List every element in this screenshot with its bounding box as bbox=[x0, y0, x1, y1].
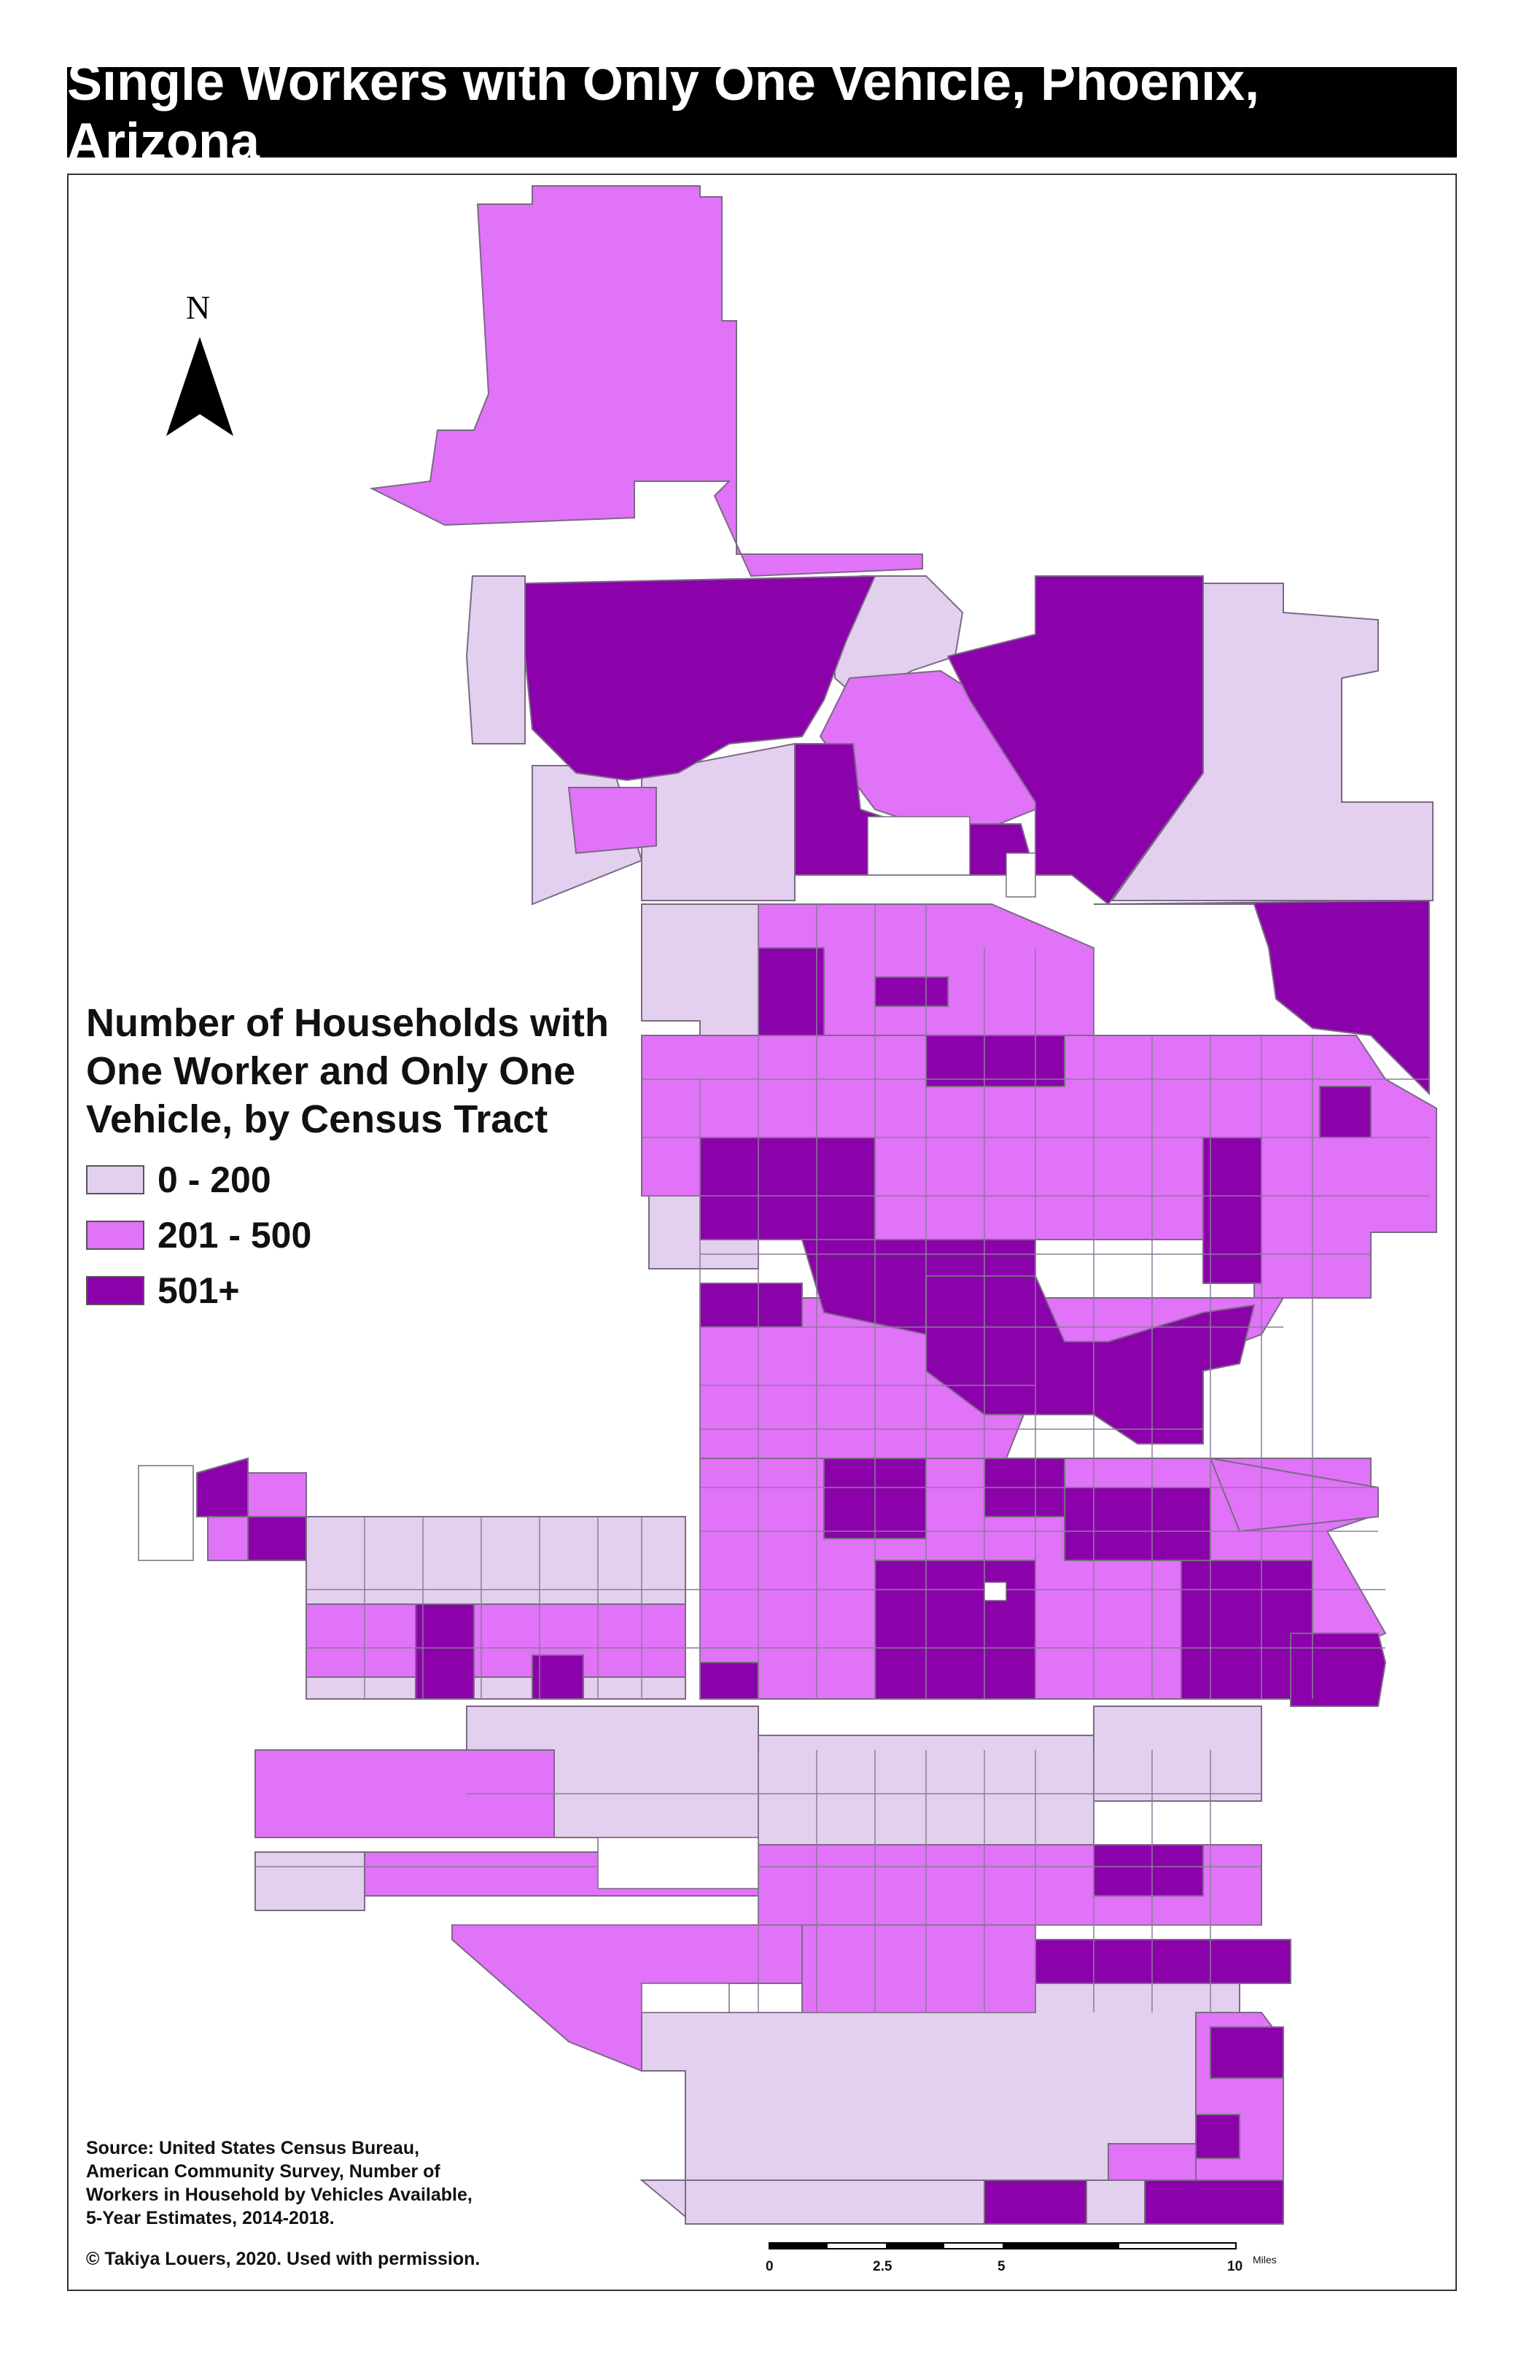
tract-dark-band bbox=[699, 1283, 803, 1328]
tract-far-north bbox=[369, 185, 923, 578]
tract-south-strip bbox=[1078, 2179, 1153, 2225]
tract-central-west bbox=[641, 742, 796, 901]
tract-dark-west-2 bbox=[247, 1516, 307, 1561]
north-arrow-label: N bbox=[186, 289, 211, 326]
scale-bar: 0 2.5 5 10 Miles bbox=[766, 2242, 1277, 2274]
tract-dark-west-1 bbox=[196, 1457, 249, 1517]
tract-dark-central-1 bbox=[758, 947, 825, 1036]
scale-tick-0: 0 bbox=[766, 2259, 774, 2274]
map-frame bbox=[67, 174, 1457, 2291]
tract-dark-east-mid bbox=[925, 1275, 1256, 1444]
legend: Number of Households with One Worker and… bbox=[86, 999, 655, 1318]
tract-west-lower bbox=[306, 1603, 686, 1678]
tract-dark-east-box bbox=[1319, 1086, 1372, 1138]
tract-sw-medium bbox=[254, 1749, 555, 1838]
tract-north-west-medium bbox=[567, 787, 657, 855]
tract-east-arm bbox=[1209, 1457, 1379, 1533]
scale-tick-10: 10 bbox=[1227, 2259, 1242, 2274]
scale-unit: Miles bbox=[1253, 2254, 1277, 2266]
tract-west-arm-light bbox=[254, 1851, 365, 1911]
legend-swatch-high bbox=[86, 1276, 144, 1305]
legend-title-line-1: Number of Households with bbox=[86, 1001, 610, 1045]
tract-dark-central-4 bbox=[699, 1137, 876, 1240]
tract-dark-mid-4 bbox=[874, 1560, 1036, 1700]
scale-bar-fill-2 bbox=[886, 2243, 944, 2249]
source-line-3: Workers in Household by Vehicles Availab… bbox=[86, 2185, 472, 2205]
tract-dark-central-2 bbox=[874, 976, 949, 1007]
tract-dark-northeast bbox=[1093, 899, 1430, 1096]
hole-south-1 bbox=[597, 1837, 759, 1889]
source-line-2: American Community Survey, Number of bbox=[86, 2161, 440, 2182]
legend-title-line-3: Vehicle, by Census Tract bbox=[86, 1097, 548, 1141]
hole-north-1 bbox=[867, 816, 971, 876]
legend-item-high: 501+ bbox=[86, 1263, 655, 1318]
unincorporated-holes bbox=[138, 816, 1036, 2013]
tract-dark-east-tip bbox=[1290, 1633, 1387, 1707]
hole-mid-1 bbox=[984, 1582, 1007, 1601]
legend-label-medium: 201 - 500 bbox=[158, 1215, 312, 1256]
hole-west-1 bbox=[138, 1465, 194, 1561]
tract-dark-bottom-1 bbox=[984, 2179, 1087, 2225]
hole-north-2 bbox=[1006, 852, 1036, 898]
legend-label-low: 0 - 200 bbox=[158, 1159, 271, 1200]
tract-layer-dark bbox=[196, 575, 1430, 2225]
legend-label-high: 501+ bbox=[158, 1270, 240, 1311]
tract-north-dark-west bbox=[524, 575, 876, 782]
source-line-1: Source: United States Census Bureau, bbox=[86, 2138, 420, 2158]
tract-dark-west-4 bbox=[532, 1654, 584, 1700]
tract-northwest-strip bbox=[465, 575, 526, 744]
tract-dark-south-2 bbox=[1035, 1939, 1291, 1984]
legend-title-line-2: One Worker and Only One bbox=[86, 1049, 576, 1093]
tract-dark-south-1 bbox=[1093, 1844, 1204, 1897]
tract-dark-west-5 bbox=[699, 1662, 759, 1700]
copyright-note: © Takiya Louers, 2020. Used with permiss… bbox=[86, 2249, 481, 2269]
tract-southeast-band bbox=[1093, 1706, 1262, 1802]
tract-dark-se-1 bbox=[1210, 2026, 1284, 2079]
source-line-4: 5-Year Estimates, 2014-2018. bbox=[86, 2208, 335, 2228]
tract-dark-se-2 bbox=[1195, 2114, 1240, 2159]
hole-south-2 bbox=[641, 1983, 730, 2013]
scale-tick-5: 5 bbox=[998, 2259, 1006, 2274]
tract-sw-bottom-medium bbox=[1108, 2143, 1197, 2181]
tract-dark-bottom-2 bbox=[1144, 2179, 1284, 2225]
tract-south-east-medium bbox=[801, 1924, 1036, 2013]
scale-tick-2-5: 2.5 bbox=[873, 2259, 892, 2274]
legend-title: Number of Households with One Worker and… bbox=[86, 999, 655, 1143]
tract-dark-west-3 bbox=[415, 1603, 475, 1700]
scale-bar-fill-3 bbox=[1003, 2243, 1119, 2249]
north-arrow-icon bbox=[166, 337, 233, 436]
legend-item-medium: 201 - 500 bbox=[86, 1208, 655, 1263]
source-note: Source: United States Census Bureau, Ame… bbox=[86, 2136, 611, 2230]
tract-south-foot bbox=[685, 2179, 992, 2225]
tract-dark-east-right bbox=[1202, 1137, 1262, 1284]
tract-dark-mid-3 bbox=[1064, 1487, 1211, 1561]
legend-swatch-low bbox=[86, 1165, 144, 1194]
legend-item-low: 0 - 200 bbox=[86, 1152, 655, 1208]
legend-swatch-medium bbox=[86, 1221, 144, 1250]
scale-bar-fill-1 bbox=[769, 2243, 828, 2249]
